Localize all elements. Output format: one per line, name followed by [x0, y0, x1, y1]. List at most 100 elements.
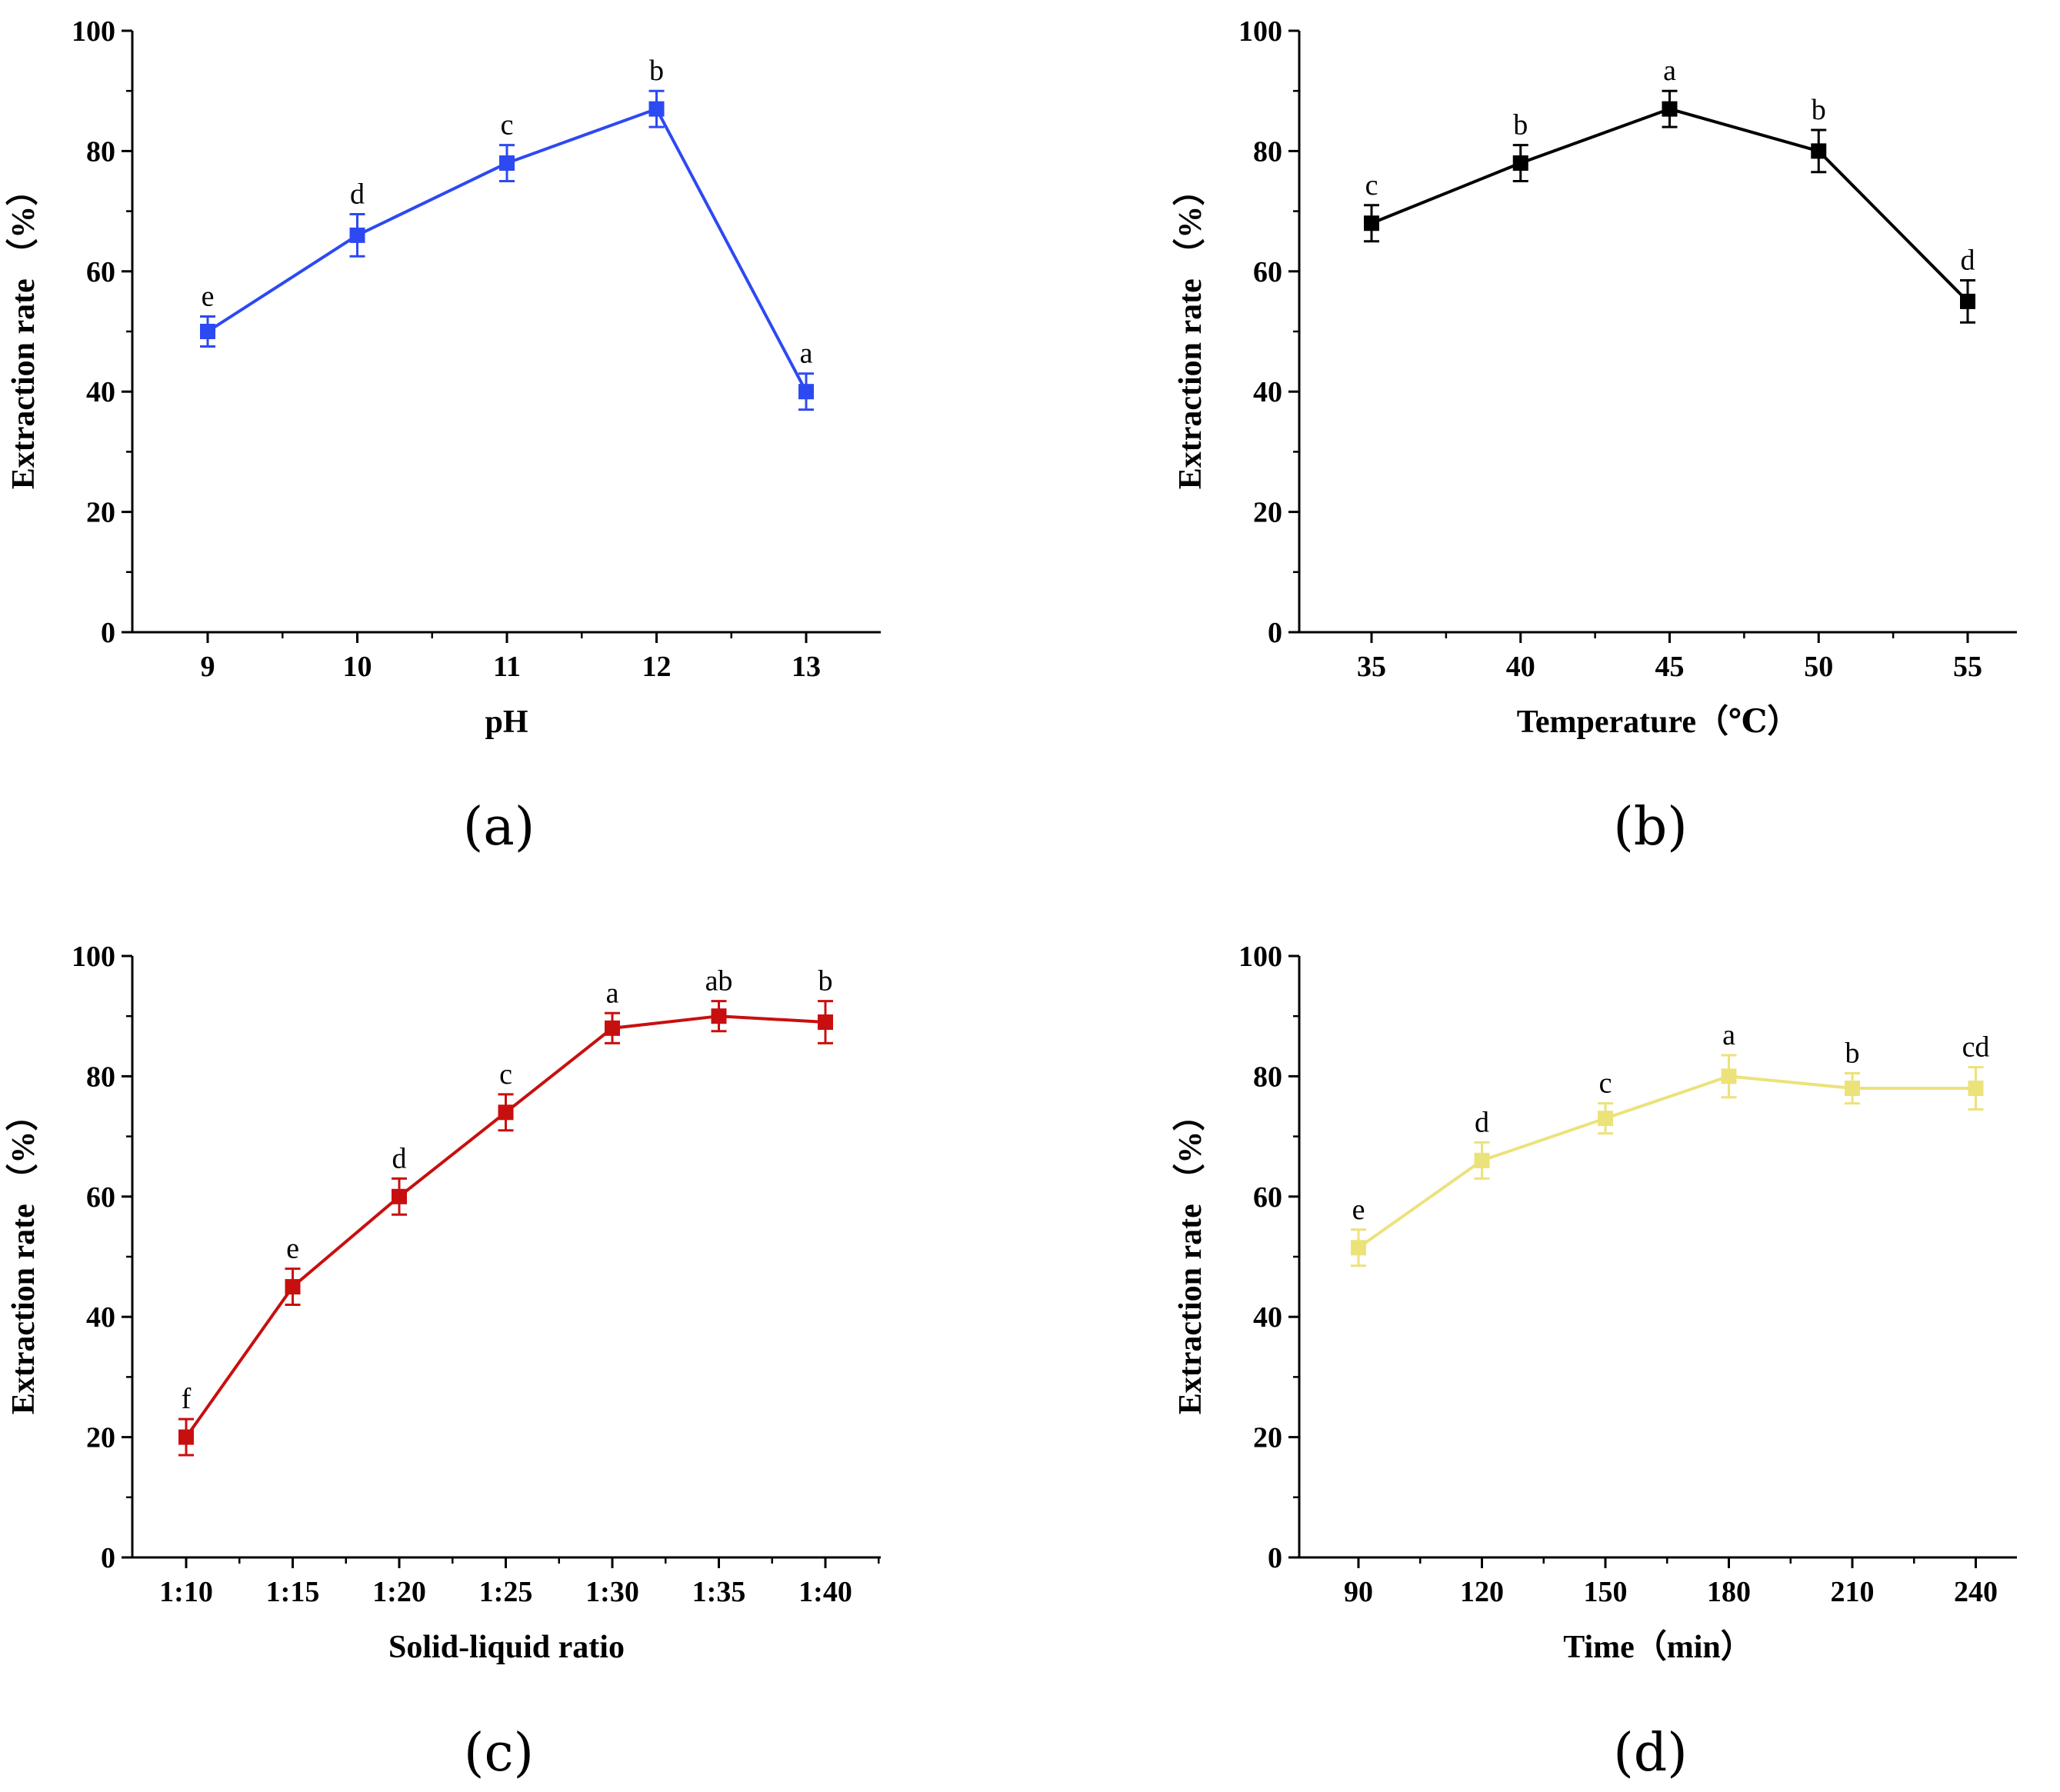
panel-b-data-point — [1811, 143, 1827, 159]
panel-d-x-tick-label: 180 — [1707, 1576, 1751, 1608]
panel-d-data-point — [1968, 1081, 1984, 1097]
panel-c-x-tick-label: 1:35 — [692, 1576, 746, 1608]
panel-c-significance-letter: e — [286, 1233, 299, 1265]
panel-a-data-point — [648, 101, 665, 117]
panel-b-x-axis-title: Temperature（℃） — [1517, 704, 1800, 740]
panel-a-x-tick-label: 9 — [201, 651, 215, 683]
panel-d-data-point — [1845, 1081, 1860, 1097]
panel-b-significance-letter: c — [1365, 169, 1378, 202]
panel-d-data-point — [1351, 1240, 1366, 1256]
panel-c-y-tick-label: 100 — [72, 941, 115, 973]
panel-d: 0 20 40 60 80 100 90 120 150 180 210 240 Time（min） Ex… — [1172, 941, 2017, 1784]
panel-a-y-axis-title: Extraction rate （%） — [5, 174, 42, 490]
panel-d-series-line — [1357, 1074, 1976, 1249]
panel-d-significance-letter: cd — [1962, 1031, 1990, 1064]
panel-b-data-point — [1960, 293, 1975, 309]
panel-d-y-tick-label: 0 — [1268, 1542, 1282, 1574]
panel-a-y-tick-label: 60 — [86, 256, 115, 288]
panel-b-data-point — [1662, 101, 1678, 117]
panel-a-significance-letter: d — [350, 178, 365, 211]
panel-d-x-tick-label: 150 — [1584, 1576, 1628, 1608]
panel-b-y-axis-title: Extraction rate （%） — [1172, 174, 1208, 490]
panel-c-data-point — [392, 1188, 407, 1204]
panel-a: 0 20 40 60 80 100 9 10 11 12 13 pH Extraction rate （… — [5, 15, 881, 858]
panel-c-significance-letter: a — [606, 977, 619, 1009]
panel-c-significance-letter: d — [392, 1142, 407, 1174]
panel-b-series-line — [1371, 107, 1969, 303]
panel-c-x-axis-title: Solid-liquid ratio — [388, 1630, 625, 1665]
panel-c-significance-letter: c — [499, 1058, 512, 1091]
panel-a-y-tick-label: 20 — [86, 497, 115, 529]
panel-d-y-axis-title: Extraction rate （%） — [1172, 1099, 1208, 1415]
panel-a-data-point — [499, 155, 515, 172]
panel-d-data-point — [1598, 1111, 1613, 1127]
panel-a-x-tick-label: 12 — [642, 651, 672, 683]
panel-b-significance-letter: a — [1663, 55, 1676, 87]
panel-d-label: (d) — [1613, 1723, 1688, 1784]
panel-b-data-point — [1512, 155, 1528, 172]
panel-d-data-point — [1721, 1068, 1737, 1084]
panel-a-x-tick-label: 13 — [792, 651, 821, 683]
panel-b-label: (b) — [1613, 797, 1688, 858]
panel-d-x-axis-title: Time（min） — [1563, 1629, 1753, 1665]
panel-a-x-tick-label: 11 — [493, 651, 521, 683]
panel-c-y-tick-label: 40 — [86, 1301, 115, 1334]
panel-c-label: (c) — [464, 1723, 534, 1784]
panel-c-x-tick-label: 1:25 — [479, 1576, 533, 1608]
panel-b-x-tick-label: 35 — [1357, 651, 1386, 683]
panel-d-x-tick-label: 120 — [1460, 1576, 1504, 1608]
panel-b-y-tick-label: 0 — [1268, 617, 1282, 649]
panel-d-significance-letter: d — [1475, 1106, 1489, 1138]
panel-d-y-tick-label: 60 — [1253, 1181, 1282, 1214]
panel-d-y-tick-label: 100 — [1238, 941, 1282, 973]
panel-c-y-axis-title: Extraction rate （%） — [5, 1099, 42, 1415]
panel-a-y-tick-label: 0 — [101, 617, 115, 649]
panel-b-data-point — [1364, 215, 1379, 231]
panel-c-data-point — [711, 1008, 727, 1024]
panel-a-data-point — [349, 227, 365, 243]
panel-d-x-tick-label: 90 — [1344, 1576, 1373, 1608]
panel-d-significance-letter: a — [1722, 1019, 1735, 1051]
panel-a-significance-letter: a — [800, 338, 813, 370]
panel-c-x-tick-label: 1:40 — [798, 1576, 852, 1608]
panel-c-x-tick-label: 1:10 — [159, 1576, 213, 1608]
panel-c-data-point — [818, 1014, 833, 1031]
panel-b-y-tick-label: 80 — [1253, 135, 1282, 168]
panel-b-y-tick-label: 100 — [1238, 15, 1282, 48]
panel-d-significance-letter: c — [1599, 1068, 1612, 1100]
panel-b-y-tick-label: 20 — [1253, 497, 1282, 529]
panel-d-y-tick-label: 80 — [1253, 1061, 1282, 1093]
panel-a-significance-letter: b — [649, 55, 664, 87]
panel-b-significance-letter: b — [1513, 109, 1528, 142]
panel-b-x-tick-label: 40 — [1506, 651, 1535, 683]
panel-a-significance-letter: c — [501, 109, 514, 142]
panel-c-y-tick-label: 20 — [86, 1422, 115, 1454]
panel-b-significance-letter: b — [1812, 94, 1826, 126]
panel-a-data-point — [200, 324, 215, 339]
panel-c-significance-letter: b — [818, 965, 833, 998]
panel-b-x-tick-label: 55 — [1953, 651, 1982, 683]
panel-a-x-tick-label: 10 — [343, 651, 372, 683]
panel-c-data-point — [178, 1429, 194, 1445]
panel-b-significance-letter: d — [1961, 245, 1975, 277]
panel-c-significance-letter: f — [182, 1383, 192, 1415]
panel-b-x-tick-label: 45 — [1655, 651, 1685, 683]
panel-c-y-tick-label: 60 — [86, 1181, 115, 1214]
panel-c: 0 20 40 60 80 100 1:10 1:15 1:20 1:25 1:30 1:35 1:40… — [5, 941, 881, 1784]
panel-b-x-tick-label: 50 — [1804, 651, 1833, 683]
panel-c-significance-letter: ab — [705, 965, 733, 998]
panel-c-x-tick-label: 1:30 — [585, 1576, 639, 1608]
panel-c-x-tick-label: 1:15 — [266, 1576, 320, 1608]
panel-a-y-tick-label: 40 — [86, 376, 115, 408]
panel-c-data-point — [498, 1104, 514, 1121]
panel-d-y-tick-label: 20 — [1253, 1422, 1282, 1454]
panel-d-x-tick-label: 210 — [1831, 1576, 1875, 1608]
panel-a-label: (a) — [463, 797, 535, 858]
panel-c-y-tick-label: 80 — [86, 1061, 115, 1093]
panel-c-data-point — [605, 1020, 620, 1036]
panel-a-y-tick-label: 80 — [86, 135, 115, 168]
panel-c-data-point — [285, 1279, 301, 1295]
panel-d-y-tick-label: 40 — [1253, 1301, 1282, 1334]
panel-c-x-tick-label: 1:20 — [372, 1576, 426, 1608]
